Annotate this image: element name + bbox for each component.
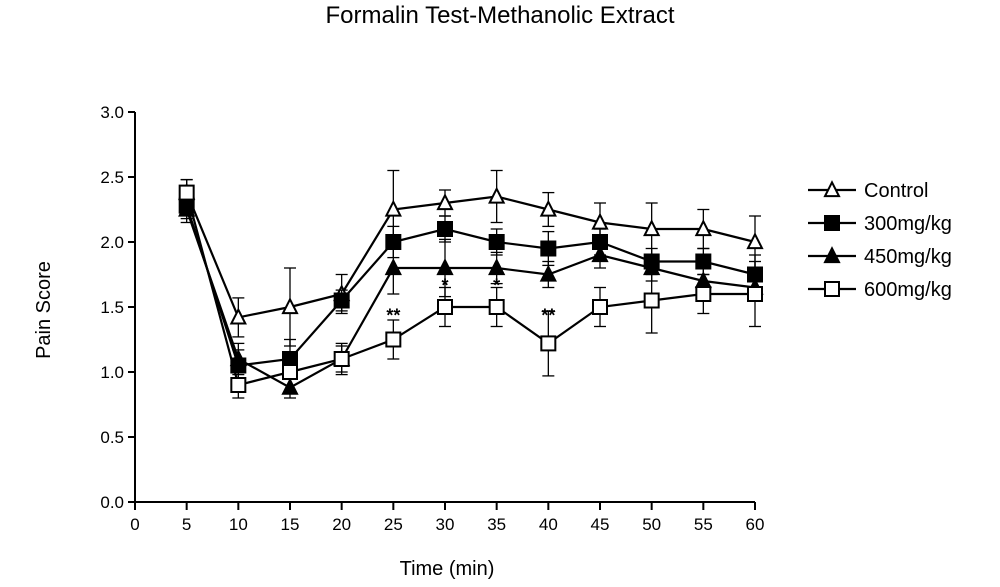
data-point bbox=[592, 299, 608, 315]
x-tick-label: 25 bbox=[384, 515, 403, 534]
data-point bbox=[230, 377, 247, 393]
x-tick-label: 60 bbox=[746, 515, 765, 534]
x-tick-label: 50 bbox=[642, 515, 661, 534]
legend-label: 450mg/kg bbox=[864, 246, 952, 268]
y-tick-label: 3.0 bbox=[100, 103, 124, 122]
data-point bbox=[384, 199, 402, 217]
significance-annotation: * bbox=[493, 276, 500, 296]
series-line bbox=[185, 192, 755, 387]
series-line bbox=[185, 205, 756, 367]
x-tick-label: 35 bbox=[487, 515, 506, 534]
legend-label: 300mg/kg bbox=[864, 213, 952, 235]
data-point bbox=[540, 335, 557, 352]
series-line bbox=[185, 209, 756, 389]
data-point bbox=[643, 292, 660, 309]
data-point bbox=[488, 234, 505, 250]
data-point bbox=[282, 364, 298, 380]
data-point bbox=[385, 331, 402, 348]
data-point bbox=[488, 186, 506, 204]
data-point bbox=[823, 180, 841, 198]
y-tick-label: 0.5 bbox=[100, 428, 124, 447]
data-point bbox=[694, 219, 712, 237]
significance-annotation: * bbox=[441, 276, 448, 296]
data-point bbox=[436, 193, 454, 211]
y-tick-label: 1.5 bbox=[100, 298, 124, 317]
series-control bbox=[178, 169, 764, 347]
axes: 0.0 0.5 1.0 1.5 2.0 2.5 3.0 0 5 10 15 20 25 30 35 40 45 5… bbox=[100, 103, 764, 534]
x-tick-label: 40 bbox=[539, 515, 558, 534]
y-tick-label: 2.0 bbox=[100, 233, 124, 252]
series-300mg-kg bbox=[178, 191, 763, 382]
data-point bbox=[333, 292, 350, 309]
y-tick-label: 0.0 bbox=[100, 493, 124, 512]
significance-annotation: ** bbox=[386, 306, 400, 326]
data-point bbox=[746, 232, 764, 250]
x-tick-label: 0 bbox=[130, 515, 139, 534]
legend-item: Control bbox=[808, 180, 928, 202]
data-point bbox=[823, 246, 841, 264]
x-tick-label: 30 bbox=[436, 515, 455, 534]
data-point bbox=[436, 258, 454, 276]
y-tick-label: 1.0 bbox=[100, 363, 124, 382]
data-point bbox=[333, 351, 350, 367]
x-tick-label: 45 bbox=[591, 515, 610, 534]
x-tick-label: 55 bbox=[694, 515, 713, 534]
x-tick-label: 5 bbox=[182, 515, 191, 534]
data-point bbox=[539, 199, 557, 217]
chart-title: Formalin Test-Methanolic Extract bbox=[325, 2, 675, 29]
data-point bbox=[488, 258, 506, 276]
data-point bbox=[384, 258, 402, 276]
data-point bbox=[643, 219, 661, 237]
data-point bbox=[824, 215, 840, 231]
series-line bbox=[185, 192, 756, 319]
x-tick-label: 10 bbox=[229, 515, 248, 534]
x-axis-label: Time (min) bbox=[400, 558, 495, 580]
data-point bbox=[178, 184, 195, 201]
legend-item: 600mg/kg bbox=[808, 279, 952, 301]
data-point bbox=[539, 264, 557, 282]
data-point bbox=[229, 349, 247, 367]
legend-item: 450mg/kg bbox=[808, 246, 952, 268]
series-layer bbox=[178, 169, 764, 399]
data-point bbox=[695, 286, 712, 302]
y-axis-label: Pain Score bbox=[33, 261, 55, 359]
legend-item: 300mg/kg bbox=[808, 213, 952, 235]
annotation-layer: *** *** bbox=[386, 276, 555, 326]
y-tick-label: 2.5 bbox=[100, 168, 124, 187]
data-point bbox=[437, 299, 453, 315]
legend-label: Control bbox=[864, 180, 928, 202]
data-point bbox=[824, 281, 840, 297]
significance-annotation: ** bbox=[541, 306, 555, 326]
data-point bbox=[695, 253, 712, 270]
data-point bbox=[591, 245, 609, 263]
x-tick-label: 20 bbox=[332, 515, 351, 534]
data-point bbox=[229, 307, 247, 325]
data-point bbox=[437, 221, 453, 237]
series-600mg-kg bbox=[178, 178, 763, 399]
x-tick-label: 15 bbox=[281, 515, 300, 534]
data-point bbox=[281, 297, 299, 315]
legend: Control 300mg/kg 450mg/kg 600mg/kg bbox=[808, 180, 952, 301]
data-point bbox=[488, 299, 505, 315]
data-point bbox=[747, 286, 763, 302]
legend-label: 600mg/kg bbox=[864, 279, 952, 301]
data-point bbox=[540, 240, 557, 257]
